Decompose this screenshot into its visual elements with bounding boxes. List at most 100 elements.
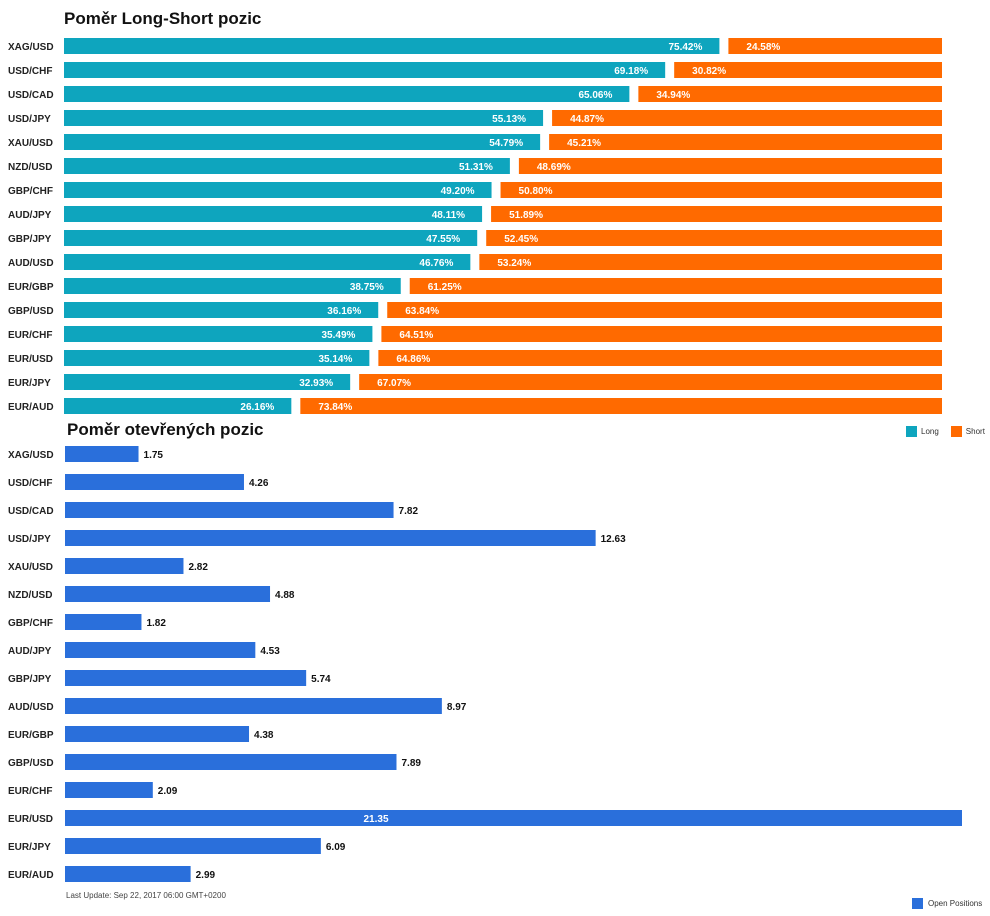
legend-short-swatch xyxy=(950,426,962,437)
legend-short-label: Short xyxy=(965,427,985,436)
category-label: GBP/USD xyxy=(8,306,54,317)
short-value-label: 45.21% xyxy=(567,138,601,149)
open-positions-value-label: 2.09 xyxy=(158,786,178,797)
short-value-label: 34.94% xyxy=(656,90,690,101)
long-bar xyxy=(64,374,351,390)
open-positions-bar xyxy=(65,502,394,518)
category-label: EUR/JPY xyxy=(8,378,51,389)
long-value-label: 35.14% xyxy=(318,354,352,365)
category-label: NZD/USD xyxy=(8,590,52,601)
open-positions-value-label: 2.82 xyxy=(188,562,208,573)
open-positions-value-label: 7.89 xyxy=(401,758,421,769)
long-bar xyxy=(64,278,401,294)
short-bar xyxy=(491,206,942,222)
long-bar xyxy=(64,398,292,414)
open-positions-chart-title: Poměr otevřených pozic xyxy=(67,420,264,439)
open-positions-bar xyxy=(65,614,142,630)
category-label: AUD/JPY xyxy=(8,646,52,657)
long-value-label: 47.55% xyxy=(426,234,460,245)
category-label: GBP/USD xyxy=(8,758,54,769)
long-bar xyxy=(64,62,666,78)
short-bar xyxy=(378,350,943,366)
long-bar xyxy=(64,206,483,222)
long-value-label: 65.06% xyxy=(578,90,612,101)
long-bar xyxy=(64,38,720,54)
long-bar xyxy=(64,86,630,102)
category-label: EUR/AUD xyxy=(8,870,54,881)
category-label: AUD/USD xyxy=(8,258,54,269)
category-label: USD/CHF xyxy=(8,66,52,77)
long-bar xyxy=(64,326,373,342)
category-label: EUR/CHF xyxy=(8,330,52,341)
open-positions-value-label: 12.63 xyxy=(601,534,626,545)
open-positions-bar xyxy=(65,586,271,602)
category-label: EUR/USD xyxy=(8,814,53,825)
short-bar xyxy=(300,398,942,414)
short-value-label: 64.86% xyxy=(396,354,430,365)
category-label: AUD/JPY xyxy=(8,210,52,221)
long-bar xyxy=(64,134,541,150)
long-short-chart: XAG/USD 75.42% 24.58% USD/CHF 69.18% 30.82% US… xyxy=(8,38,943,414)
open-positions-bar xyxy=(65,810,962,826)
category-label: EUR/GBP xyxy=(8,730,54,741)
short-value-label: 53.24% xyxy=(497,258,531,269)
long-value-label: 32.93% xyxy=(299,378,333,389)
open-positions-value-label: 4.26 xyxy=(249,478,269,489)
long-bar xyxy=(64,350,370,366)
short-value-label: 63.84% xyxy=(405,306,439,317)
short-bar xyxy=(638,86,942,102)
short-value-label: 52.45% xyxy=(504,234,538,245)
category-label: AUD/USD xyxy=(8,702,54,713)
open-positions-legend: Open Positions xyxy=(912,898,982,909)
long-short-legend: Long Short xyxy=(906,426,985,437)
short-bar xyxy=(387,302,942,318)
open-positions-value-label: 4.53 xyxy=(260,646,280,657)
category-label: EUR/GBP xyxy=(8,282,54,293)
short-value-label: 50.80% xyxy=(519,186,553,197)
open-positions-bar xyxy=(65,866,191,882)
category-label: USD/CAD xyxy=(8,90,54,101)
legend-open-label: Open Positions xyxy=(928,899,983,908)
category-label: XAG/USD xyxy=(8,450,54,461)
category-label: USD/JPY xyxy=(8,534,51,545)
long-value-label: 49.20% xyxy=(441,186,475,197)
short-bar xyxy=(674,62,942,78)
open-positions-bar xyxy=(65,754,397,770)
open-positions-bar xyxy=(65,670,307,686)
short-value-label: 67.07% xyxy=(377,378,411,389)
short-bar xyxy=(479,254,942,270)
long-bar xyxy=(64,158,510,174)
open-positions-value-label: 1.75 xyxy=(144,450,164,461)
short-bar xyxy=(359,374,942,390)
open-positions-bar xyxy=(65,446,139,462)
legend-long-swatch xyxy=(906,426,917,437)
short-bar xyxy=(500,182,942,198)
long-value-label: 48.11% xyxy=(432,210,465,221)
open-positions-bar xyxy=(65,698,442,714)
long-value-label: 51.31% xyxy=(459,162,493,173)
category-label: EUR/AUD xyxy=(8,402,54,413)
open-positions-bar xyxy=(65,530,596,546)
long-value-label: 35.49% xyxy=(321,330,355,341)
long-bar xyxy=(64,182,492,198)
short-bar xyxy=(728,38,942,54)
open-positions-bar xyxy=(65,558,184,574)
open-positions-bar xyxy=(65,838,321,854)
short-value-label: 61.25% xyxy=(428,282,462,293)
short-bar xyxy=(518,158,942,174)
legend-open-swatch xyxy=(912,898,923,909)
category-label: USD/JPY xyxy=(8,114,51,125)
short-bar xyxy=(486,230,942,246)
open-positions-value-label: 5.74 xyxy=(311,674,331,685)
category-label: XAG/USD xyxy=(8,42,54,53)
open-positions-bar xyxy=(65,474,244,490)
category-label: XAU/USD xyxy=(8,562,53,573)
long-bar xyxy=(64,254,471,270)
open-positions-value-label: 21.35 xyxy=(364,814,389,825)
open-positions-value-label: 2.99 xyxy=(196,870,216,881)
long-value-label: 36.16% xyxy=(327,306,361,317)
category-label: GBP/JPY xyxy=(8,674,52,685)
long-bar xyxy=(64,302,379,318)
long-bar xyxy=(64,110,544,126)
short-bar xyxy=(552,110,942,126)
